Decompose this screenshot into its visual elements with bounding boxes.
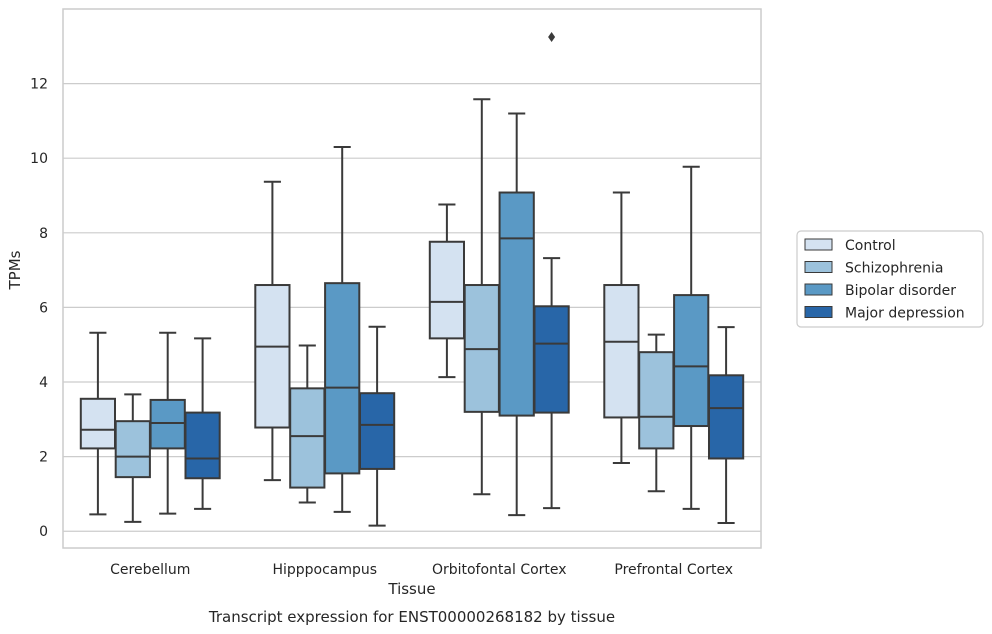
legend-swatch-2	[804, 283, 833, 296]
x-tick-label-3: Prefrontal Cortex	[614, 562, 733, 578]
legend-frame	[796, 230, 984, 328]
iqr-box	[114, 420, 151, 479]
box-1-0	[114, 393, 151, 523]
iqr-box	[533, 305, 570, 414]
y-tick-label-4: 4	[39, 375, 48, 391]
outlier-point-0	[548, 31, 556, 42]
y-tick-label-10: 10	[30, 151, 48, 167]
box-3-1	[358, 325, 396, 527]
plot-frame	[62, 8, 762, 549]
iqr-box	[324, 282, 361, 475]
box-0-3	[603, 191, 640, 464]
legend-label-0: Control	[845, 238, 896, 254]
x-axis-label: Tissue	[387, 580, 435, 598]
box-3-0	[184, 337, 221, 510]
box-2-3	[673, 165, 710, 510]
iqr-box	[498, 191, 535, 417]
legend: Control Schizophrenia Bipolar disorder Majo…	[796, 230, 984, 328]
x-tick-label-2: Orbitofontal Cortex	[432, 562, 567, 578]
iqr-box	[289, 387, 326, 489]
box-1-2	[463, 98, 500, 496]
x-tick-labels: Cerebellum Hipppocampus Orbitofontal Corte…	[110, 562, 733, 578]
iqr-box	[358, 392, 396, 470]
box-2-2	[498, 112, 535, 517]
box-2-1	[324, 146, 361, 513]
box-3-2	[533, 31, 570, 510]
y-axis-label: TPMs	[6, 250, 24, 290]
legend-swatch-3	[804, 306, 833, 318]
iqr-box	[603, 284, 640, 419]
box-1-3	[638, 333, 675, 493]
chart-caption: Transcript expression for ENST0000026818…	[208, 608, 615, 626]
iqr-box	[707, 374, 745, 460]
box-0-1	[254, 180, 291, 482]
iqr-box	[79, 397, 117, 450]
legend-label-2: Bipolar disorder	[845, 283, 956, 299]
y-tick-label-12: 12	[30, 77, 48, 93]
box-0-2	[428, 203, 466, 379]
x-tick-label-1: Hipppocampus	[272, 562, 377, 578]
legend-swatch-1	[804, 261, 833, 273]
box-3-3	[707, 326, 745, 525]
iqr-box	[184, 411, 221, 480]
y-tick-label-0: 0	[39, 524, 48, 540]
y-tick-label-2: 2	[39, 450, 48, 466]
x-tick-label-0: Cerebellum	[110, 562, 190, 578]
iqr-box	[673, 294, 710, 428]
iqr-box	[638, 351, 675, 450]
y-gridlines	[63, 83, 761, 532]
iqr-box	[254, 284, 291, 429]
legend-label-3: Major depression	[845, 306, 965, 322]
iqr-box	[428, 240, 466, 340]
plot-area	[79, 31, 745, 527]
legend-swatch-0	[804, 238, 833, 251]
y-tick-label-8: 8	[39, 226, 48, 242]
y-tick-label-6: 6	[39, 300, 48, 316]
y-tick-labels: 0 2 4 6 8 10 12	[30, 77, 48, 541]
legend-label-1: Schizophrenia	[845, 261, 943, 277]
iqr-box	[149, 398, 186, 450]
